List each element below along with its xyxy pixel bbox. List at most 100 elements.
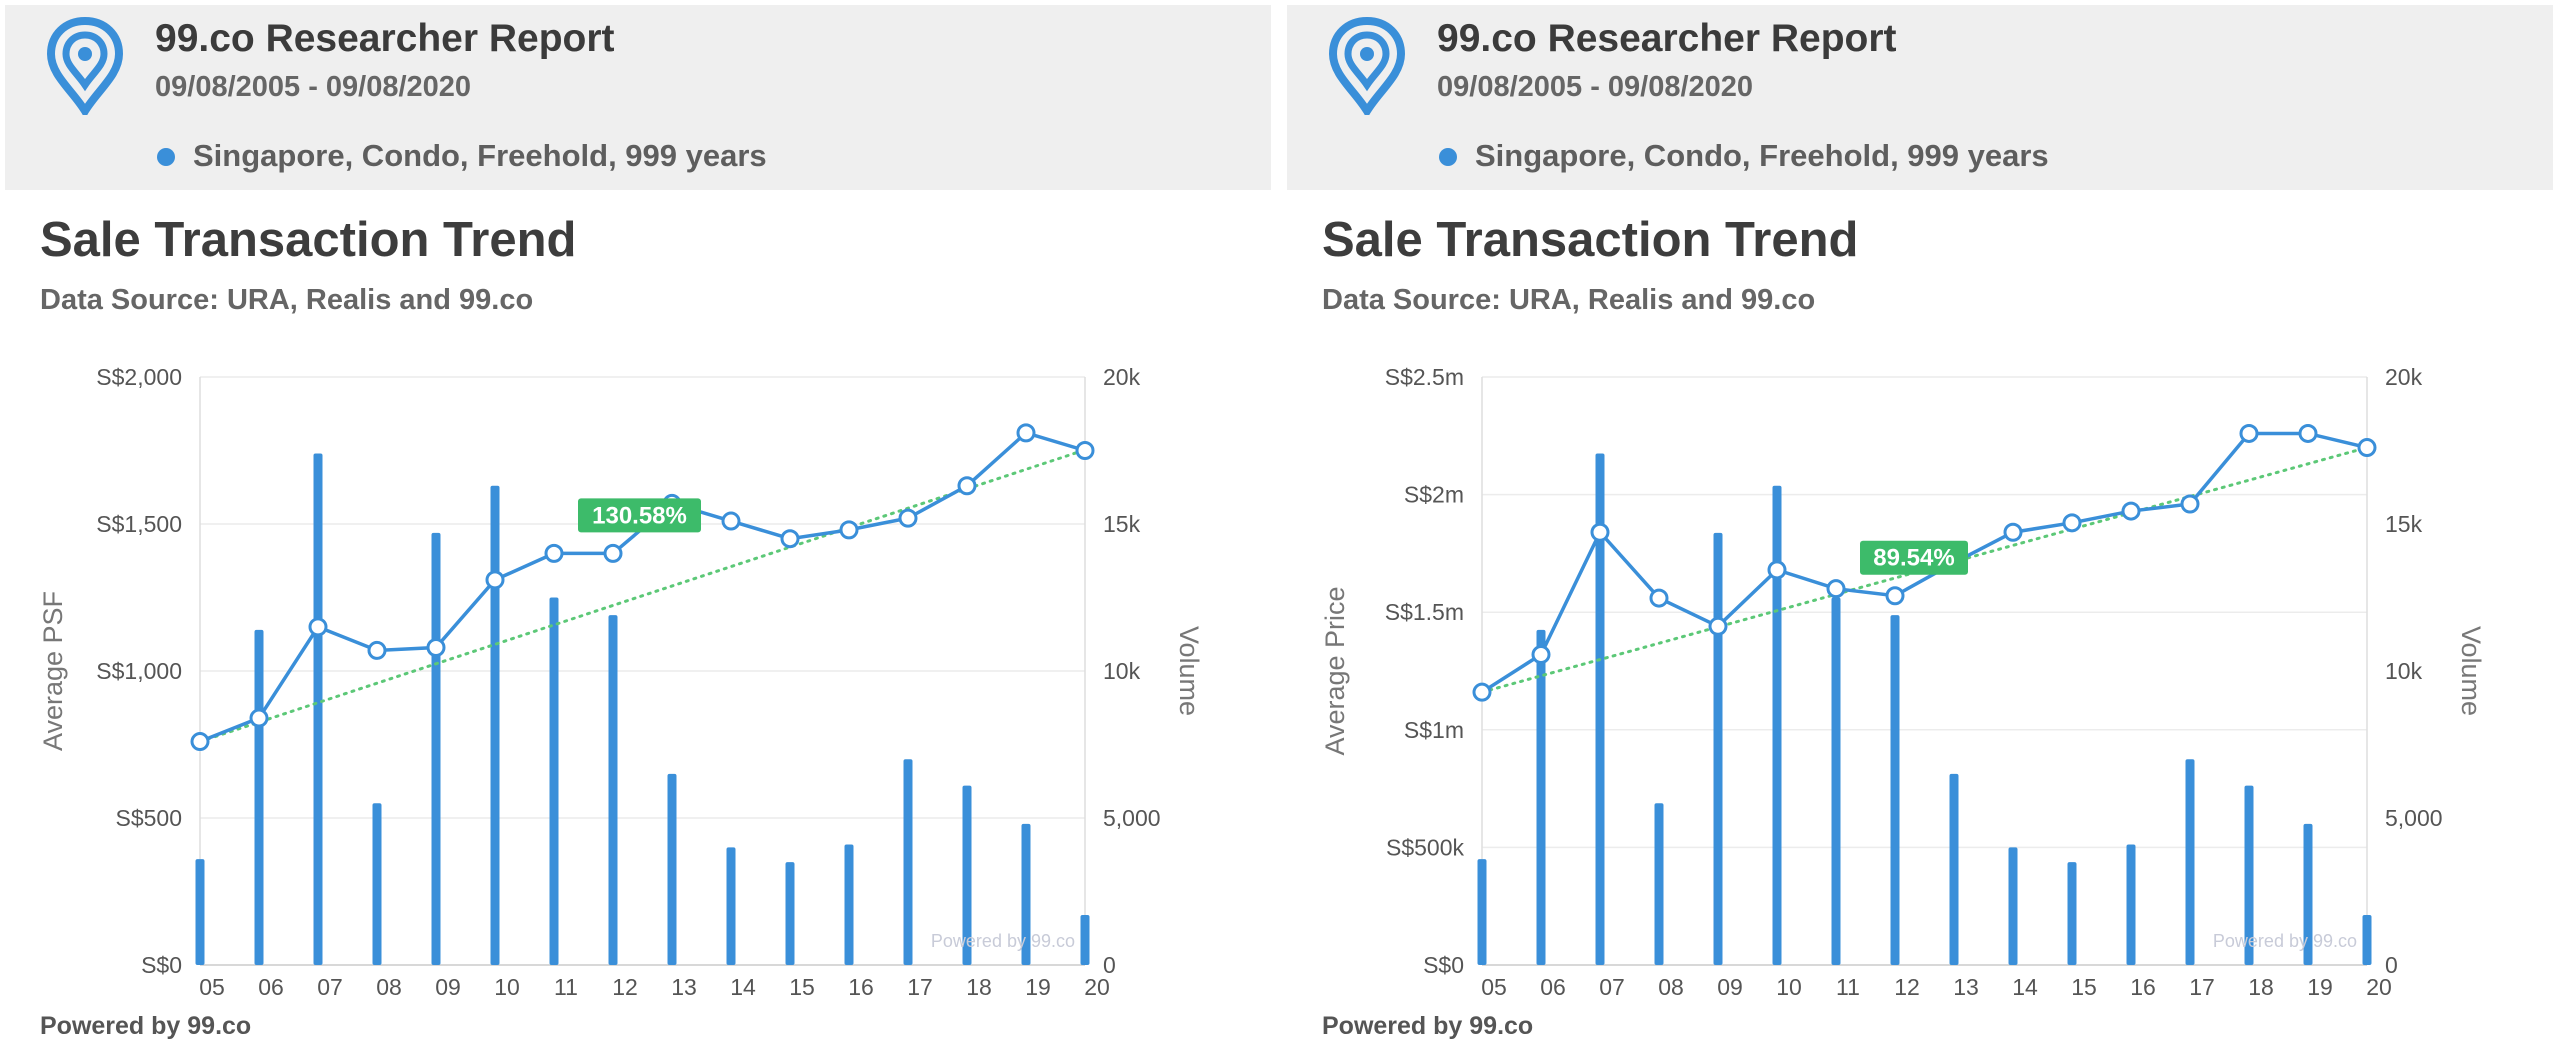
price-point (898, 508, 918, 528)
report-header: 99.co Researcher Report 09/08/2005 - 09/… (1287, 5, 2553, 190)
x-tick-label: 12 (1894, 974, 1920, 1000)
x-tick-label: 10 (494, 974, 520, 1000)
price-point (839, 520, 859, 540)
price-point (2121, 501, 2141, 521)
volume-bar (726, 847, 736, 965)
y-right-tick-label: 5,000 (2385, 805, 2443, 831)
filter-label: Singapore, Condo, Freehold, 999 years (193, 138, 767, 173)
chart-heading: Sale Transaction Trend (40, 213, 577, 267)
x-tick-label: 20 (2366, 974, 2392, 1000)
y-right-axis-title: Volume (1174, 626, 1204, 716)
price-point (1708, 616, 1728, 636)
x-tick-label: 08 (1658, 974, 1684, 1000)
powered-by-footer[interactable]: Powered by 99.co (1322, 1012, 1534, 1040)
y-left-tick-label: S$1,500 (96, 511, 182, 537)
date-range: 09/08/2005 - 09/08/2020 (155, 71, 472, 103)
price-point (1016, 423, 1036, 443)
y-right-tick-label: 20k (1103, 364, 1141, 390)
volume-bar (2303, 823, 2313, 965)
price-point (2357, 438, 2377, 458)
y-right-tick-label: 10k (1103, 658, 1141, 684)
volume-bar (431, 532, 441, 965)
x-tick-label: 17 (2189, 974, 2215, 1000)
volume-bar (1713, 532, 1723, 965)
price-point (308, 617, 328, 637)
chart-heading: Sale Transaction Trend (1322, 213, 1859, 267)
price-point (426, 637, 446, 657)
x-tick-label: 18 (2248, 974, 2274, 1000)
x-tick-label: 14 (730, 974, 756, 1000)
filter-legend-dot (1439, 148, 1457, 166)
price-point (190, 732, 210, 752)
price-point (1590, 522, 1610, 542)
price-point (2003, 522, 2023, 542)
y-right-axis-title: Volume (2456, 626, 2486, 716)
y-left-tick-label: S$0 (1423, 952, 1464, 978)
x-tick-label: 18 (966, 974, 992, 1000)
volume-bar (372, 803, 382, 965)
powered-by-footer[interactable]: Powered by 99.co (40, 1012, 252, 1040)
y-left-axis-title: Average PSF (38, 591, 68, 751)
y-right-tick-label: 15k (2385, 511, 2423, 537)
y-right-tick-label: 0 (2385, 952, 2398, 978)
y-right-tick-label: 20k (2385, 364, 2423, 390)
volume-bar (2185, 759, 2195, 965)
x-tick-label: 05 (199, 974, 225, 1000)
report-title: 99.co Researcher Report (155, 17, 615, 60)
x-tick-label: 16 (2130, 974, 2156, 1000)
volume-bar (1595, 453, 1605, 965)
filter-legend-dot (157, 148, 175, 166)
volume-bar (1536, 629, 1546, 965)
x-tick-label: 17 (907, 974, 933, 1000)
volume-bar (313, 453, 323, 965)
price-point (249, 708, 269, 728)
trend-badge (578, 498, 701, 533)
x-tick-label: 12 (612, 974, 638, 1000)
report-panel-psf: 99.co Researcher Report 09/08/2005 - 09/… (0, 0, 1276, 1051)
volume-bar (2067, 862, 2077, 965)
price-point (1531, 645, 1551, 665)
price-point (957, 476, 977, 496)
x-tick-label: 19 (1025, 974, 1051, 1000)
data-source-label: Data Source: URA, Realis and 99.co (1322, 284, 1816, 316)
y-right-tick-label: 15k (1103, 511, 1141, 537)
x-tick-label: 10 (1776, 974, 1802, 1000)
price-point (1885, 586, 1905, 606)
price-point (1075, 441, 1095, 460)
y-right-tick-label: 10k (2385, 658, 2423, 684)
chart-watermark: Powered by 99.co (931, 931, 1075, 951)
volume-bar (1080, 915, 1090, 965)
price-point (780, 529, 800, 549)
volume-bar (844, 844, 854, 965)
y-left-tick-label: S$2.5m (1385, 364, 1464, 390)
x-tick-label: 15 (2071, 974, 2097, 1000)
data-source-label: Data Source: URA, Realis and 99.co (40, 284, 534, 316)
volume-bar (785, 862, 795, 965)
price-point (544, 543, 564, 563)
volume-bar (903, 759, 913, 965)
volume-bar (1654, 803, 1664, 965)
volume-bar (490, 485, 500, 965)
trend-badge-label: 130.58% (592, 502, 687, 529)
x-tick-label: 08 (376, 974, 402, 1000)
trend-badge (1860, 540, 1968, 575)
chart-watermark: Powered by 99.co (2213, 931, 2357, 951)
volume-bar (2008, 847, 2018, 965)
y-left-tick-label: S$500 (115, 805, 182, 831)
volume-bar (1021, 823, 1031, 965)
location-pin-logo-icon (46, 16, 124, 115)
y-left-axis-title: Average Price (1320, 586, 1350, 755)
chart-svg: S$0 S$500 S$1,000 S$1,500 S$2,000 0 5,000 10k 15… (38, 364, 1204, 1000)
volume-bar (962, 785, 972, 965)
x-tick-label: 06 (1540, 974, 1566, 1000)
price-point (603, 543, 623, 563)
price-point (2062, 513, 2082, 533)
y-left-tick-label: S$2,000 (96, 364, 182, 390)
volume-bar (1890, 615, 1900, 965)
price-line (199, 430, 1086, 744)
location-pin-logo-icon (1328, 16, 1406, 115)
y-left-tick-label: S$1m (1404, 717, 1464, 743)
volume-bar (2362, 915, 2372, 965)
price-line (1481, 431, 2368, 694)
filter-label: Singapore, Condo, Freehold, 999 years (1475, 138, 2049, 173)
